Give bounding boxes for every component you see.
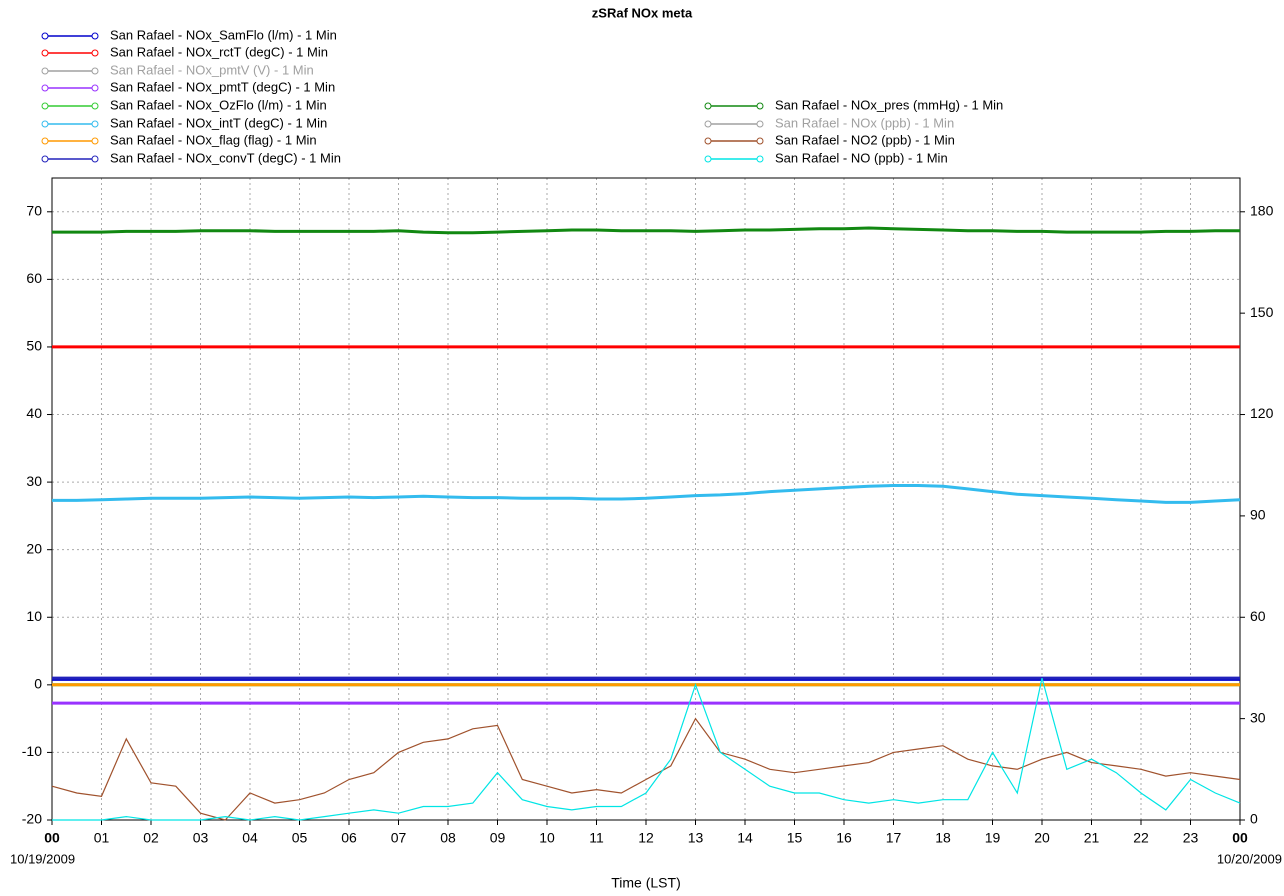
x-tick-label: 14 [737, 830, 753, 846]
x-tick-label: 13 [688, 830, 704, 846]
x-tick-label: 07 [391, 830, 407, 846]
start-date: 10/19/2009 [10, 851, 75, 866]
legend-marker [41, 49, 49, 57]
legend-label: San Rafael - NOx_intT (degC) - 1 Min [110, 115, 327, 130]
y-tick-label: 20 [26, 540, 42, 556]
y-tick-label: 60 [26, 270, 42, 286]
x-tick-label: 21 [1084, 830, 1100, 846]
legend-marker [41, 102, 49, 110]
series-line [52, 226, 1240, 235]
x-tick-label: 19 [985, 830, 1001, 846]
x-tick-label: 16 [836, 830, 852, 846]
legend-marker [91, 32, 99, 40]
legend-marker [756, 102, 764, 110]
series-line [52, 484, 1241, 504]
x-tick-label: 22 [1133, 830, 1149, 846]
legend-marker [91, 67, 99, 75]
x-tick-label: 17 [886, 830, 902, 846]
series-line [52, 677, 1241, 821]
legend-label: San Rafael - NOx_rctT (degC) - 1 Min [110, 44, 328, 59]
x-tick-label: 03 [193, 830, 209, 846]
legend-marker [91, 137, 99, 145]
legend-label: San Rafael - NOx_SamFlo (l/m) - 1 Min [110, 27, 337, 42]
y-tick-label: 70 [26, 202, 42, 218]
x-tick-label: 10 [539, 830, 555, 846]
end-date: 10/20/2009 [1217, 851, 1282, 866]
legend-label: San Rafael - NOx_convT (degC) - 1 Min [110, 150, 341, 165]
legend-marker [704, 102, 712, 110]
legend-marker [41, 137, 49, 145]
legend-marker [91, 155, 99, 163]
y2-tick-label: 150 [1250, 304, 1274, 320]
x-tick-label: 05 [292, 830, 308, 846]
legend-label: San Rafael - NOx_pres (mmHg) - 1 Min [775, 97, 1003, 112]
legend-marker [41, 155, 49, 163]
legend-marker [91, 49, 99, 57]
x-tick-label: 01 [94, 830, 110, 846]
legend-marker [91, 120, 99, 128]
chart-title: zSRaf NOx meta [592, 5, 693, 20]
y-tick-label: 10 [26, 608, 42, 624]
x-tick-label: 02 [143, 830, 159, 846]
x-axis-label: Time (LST) [611, 875, 680, 891]
legend-label: San Rafael - NO (ppb) - 1 Min [775, 150, 948, 165]
x-tick-label: 11 [589, 830, 604, 846]
y-tick-label: 40 [26, 405, 42, 421]
legend-marker [704, 120, 712, 128]
x-tick-label: 08 [440, 830, 456, 846]
series-line [51, 717, 1241, 821]
y2-tick-label: 30 [1250, 709, 1266, 725]
y2-tick-label: 90 [1250, 507, 1266, 523]
legend-label: San Rafael - NOx_OzFlo (l/m) - 1 Min [110, 97, 327, 112]
x-tick-label: 18 [935, 830, 951, 846]
x-tick-label: 12 [638, 830, 654, 846]
y2-tick-label: 0 [1250, 811, 1258, 827]
legend-marker [756, 155, 764, 163]
x-tick-label: 20 [1034, 830, 1050, 846]
legend-marker [756, 137, 764, 145]
legend-marker [41, 120, 49, 128]
legend-marker [41, 84, 49, 92]
x-tick-label: 00 [44, 830, 60, 846]
legend-marker [91, 102, 99, 110]
y2-tick-label: 120 [1250, 405, 1274, 421]
x-tick-label: 06 [341, 830, 357, 846]
legend-marker [704, 137, 712, 145]
legend-label: San Rafael - NO2 (ppb) - 1 Min [775, 132, 955, 147]
y2-tick-label: 60 [1250, 608, 1266, 624]
legend-label: San Rafael - NOx (ppb) - 1 Min [775, 115, 954, 130]
legend-label: San Rafael - NOx_pmtV (V) - 1 Min [110, 62, 314, 77]
legend-marker [41, 32, 49, 40]
y-tick-label: -20 [22, 811, 42, 827]
legend-marker [41, 67, 49, 75]
x-tick-label: 04 [242, 830, 258, 846]
x-tick-label: 09 [490, 830, 506, 846]
legend-label: San Rafael - NOx_flag (flag) - 1 Min [110, 132, 317, 147]
legend-marker [91, 84, 99, 92]
legend-marker [756, 120, 764, 128]
x-tick-label: 23 [1183, 830, 1199, 846]
legend-marker [704, 155, 712, 163]
y-tick-label: 50 [26, 338, 42, 354]
y-tick-label: 0 [34, 676, 42, 692]
y-tick-label: 30 [26, 473, 42, 489]
y-tick-label: -10 [22, 743, 42, 759]
legend-label: San Rafael - NOx_pmtT (degC) - 1 Min [110, 79, 335, 94]
x-tick-label: 00 [1232, 830, 1248, 846]
y2-tick-label: 180 [1250, 202, 1274, 218]
x-tick-label: 15 [787, 830, 803, 846]
